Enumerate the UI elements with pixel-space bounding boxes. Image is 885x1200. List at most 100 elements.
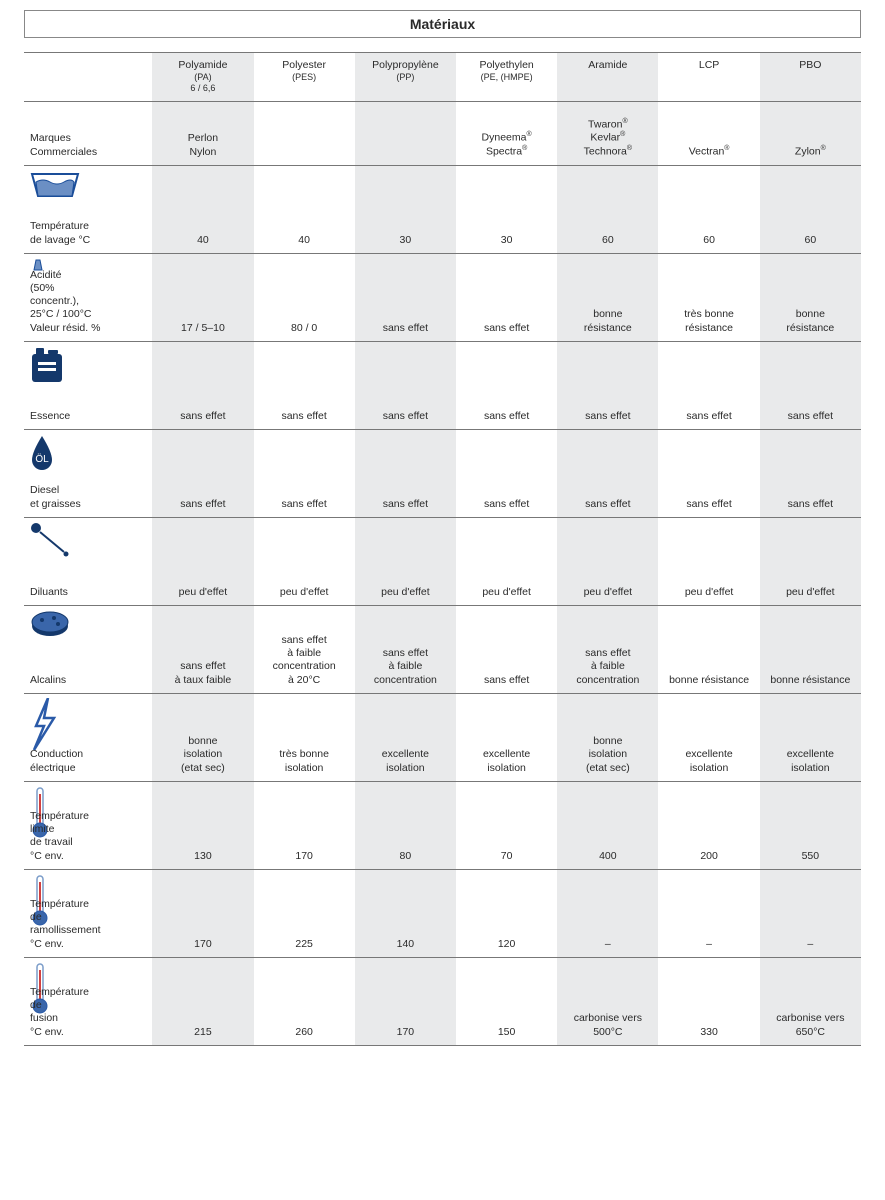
table-cell: peu d'effet (152, 517, 253, 605)
table-row: Acidité(50%concentr.),25°C / 100°CValeur… (24, 253, 861, 341)
table-cell: 60 (760, 165, 861, 253)
table-cell: bonne résistance (760, 605, 861, 693)
table-cell: sans effet (658, 429, 759, 517)
table-cell: 120 (456, 869, 557, 957)
row-label-text: Acidité(50%concentr.),25°C / 100°CValeur… (30, 269, 148, 335)
row-label: Températurede lavage °C (24, 165, 152, 253)
table-cell: sans effet (152, 429, 253, 517)
table-cell: 80 (355, 781, 456, 869)
table-cell: 30 (355, 165, 456, 253)
table-cell: – (557, 869, 658, 957)
materials-table: Polyamide (PA)6 / 6,6 Polyester (PES) Po… (24, 52, 861, 1046)
row-label-text: Températurelimitede travail°C env. (30, 810, 148, 863)
table-cell: Dyneema®Spectra® (456, 101, 557, 165)
table-cell: Twaron®Kevlar®Technora® (557, 101, 658, 165)
fuel-icon (30, 346, 66, 388)
table-cell (254, 101, 355, 165)
table-cell: 170 (152, 869, 253, 957)
row-label: Conductionélectrique (24, 693, 152, 781)
table-cell: 60 (557, 165, 658, 253)
col-header: LCP (658, 53, 759, 102)
table-cell: sans effet (355, 253, 456, 341)
table-cell: peu d'effet (254, 517, 355, 605)
table-cell: bonne résistance (658, 605, 759, 693)
table-cell: 150 (456, 957, 557, 1045)
table-cell: 30 (456, 165, 557, 253)
table-row: Températuredefusion°C env.215260170150ca… (24, 957, 861, 1045)
table-cell: peu d'effet (355, 517, 456, 605)
table-cell: 215 (152, 957, 253, 1045)
table-row: Températurelimitede travail°C env.130170… (24, 781, 861, 869)
table-cell: 260 (254, 957, 355, 1045)
table-cell: excellenteisolation (658, 693, 759, 781)
col-header: Polyethylen (PE, (HMPE) (456, 53, 557, 102)
table-cell: – (760, 869, 861, 957)
col-header: Aramide (557, 53, 658, 102)
table-cell: 60 (658, 165, 759, 253)
table-row: Diluantspeu d'effetpeu d'effetpeu d'effe… (24, 517, 861, 605)
table-row: MarquesCommercialesPerlonNylon Dyneema®Sp… (24, 101, 861, 165)
wash-icon (30, 170, 80, 204)
row-label: Alcalins (24, 605, 152, 693)
table-cell: 225 (254, 869, 355, 957)
table-cell: sans effet (254, 341, 355, 429)
table-cell: excellenteisolation (456, 693, 557, 781)
table-row: Conductionélectriquebonneisolation(etat … (24, 693, 861, 781)
table-cell: 330 (658, 957, 759, 1045)
table-cell: bonneisolation(etat sec) (152, 693, 253, 781)
table-cell: carbonise vers500°C (557, 957, 658, 1045)
table-cell: sans effet (658, 341, 759, 429)
col-header: Polyamide (PA)6 / 6,6 (152, 53, 253, 102)
row-label: MarquesCommerciales (24, 101, 152, 165)
table-cell: 170 (355, 957, 456, 1045)
table-cell: 170 (254, 781, 355, 869)
table-cell: sans effetà faibleconcentration (355, 605, 456, 693)
table-cell: sans effet (456, 605, 557, 693)
table-cell: 550 (760, 781, 861, 869)
table-cell (355, 101, 456, 165)
table-cell: bonnerésistance (557, 253, 658, 341)
table-cell: sans effet (456, 429, 557, 517)
table-row: Dieselet graissessans effetsans effetsan… (24, 429, 861, 517)
row-label-text: Dieselet graisses (30, 484, 148, 510)
page-title: Matériaux (24, 10, 861, 38)
table-row: Températurederamollissement°C env.170225… (24, 869, 861, 957)
table-cell: sans effet (557, 429, 658, 517)
table-cell: 140 (355, 869, 456, 957)
row-label: Températurederamollissement°C env. (24, 869, 152, 957)
col-header: Polypropylène (PP) (355, 53, 456, 102)
table-cell: très bonnerésistance (658, 253, 759, 341)
oil-icon (30, 434, 54, 476)
table-cell: 70 (456, 781, 557, 869)
table-cell: sans effet (254, 429, 355, 517)
table-cell: sans effet (760, 341, 861, 429)
table-cell: bonneisolation(etat sec) (557, 693, 658, 781)
table-cell: sans effet (355, 341, 456, 429)
row-label-text: Diluants (30, 586, 148, 599)
col-header: Polyester (PES) (254, 53, 355, 102)
table-cell: sans effet (760, 429, 861, 517)
col-header: PBO (760, 53, 861, 102)
table-cell: Zylon® (760, 101, 861, 165)
row-label-text: Conductionélectrique (30, 748, 148, 774)
table-cell: sans effet (152, 341, 253, 429)
row-label: Essence (24, 341, 152, 429)
table-cell: PerlonNylon (152, 101, 253, 165)
dropper-icon (30, 522, 70, 562)
table-cell: 17 / 5–10 (152, 253, 253, 341)
table-cell: 40 (254, 165, 355, 253)
table-cell: sans effetà faibleconcentration (557, 605, 658, 693)
table-cell: – (658, 869, 759, 957)
table-cell: peu d'effet (760, 517, 861, 605)
table-cell: carbonise vers650°C (760, 957, 861, 1045)
table-cell: sans effet (456, 253, 557, 341)
row-label: Températuredefusion°C env. (24, 957, 152, 1045)
table-row: Alcalinssans effetà taux faible sans effe… (24, 605, 861, 693)
row-label: Températurelimitede travail°C env. (24, 781, 152, 869)
table-cell: sans effetà taux faible (152, 605, 253, 693)
table-cell: 200 (658, 781, 759, 869)
table-cell: sans effet (456, 341, 557, 429)
sponge-icon (30, 610, 70, 642)
row-label-text: Températurede lavage °C (30, 220, 148, 246)
table-cell: excellenteisolation (355, 693, 456, 781)
